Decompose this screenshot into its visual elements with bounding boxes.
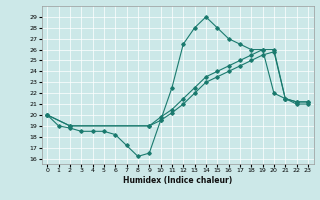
- X-axis label: Humidex (Indice chaleur): Humidex (Indice chaleur): [123, 176, 232, 185]
